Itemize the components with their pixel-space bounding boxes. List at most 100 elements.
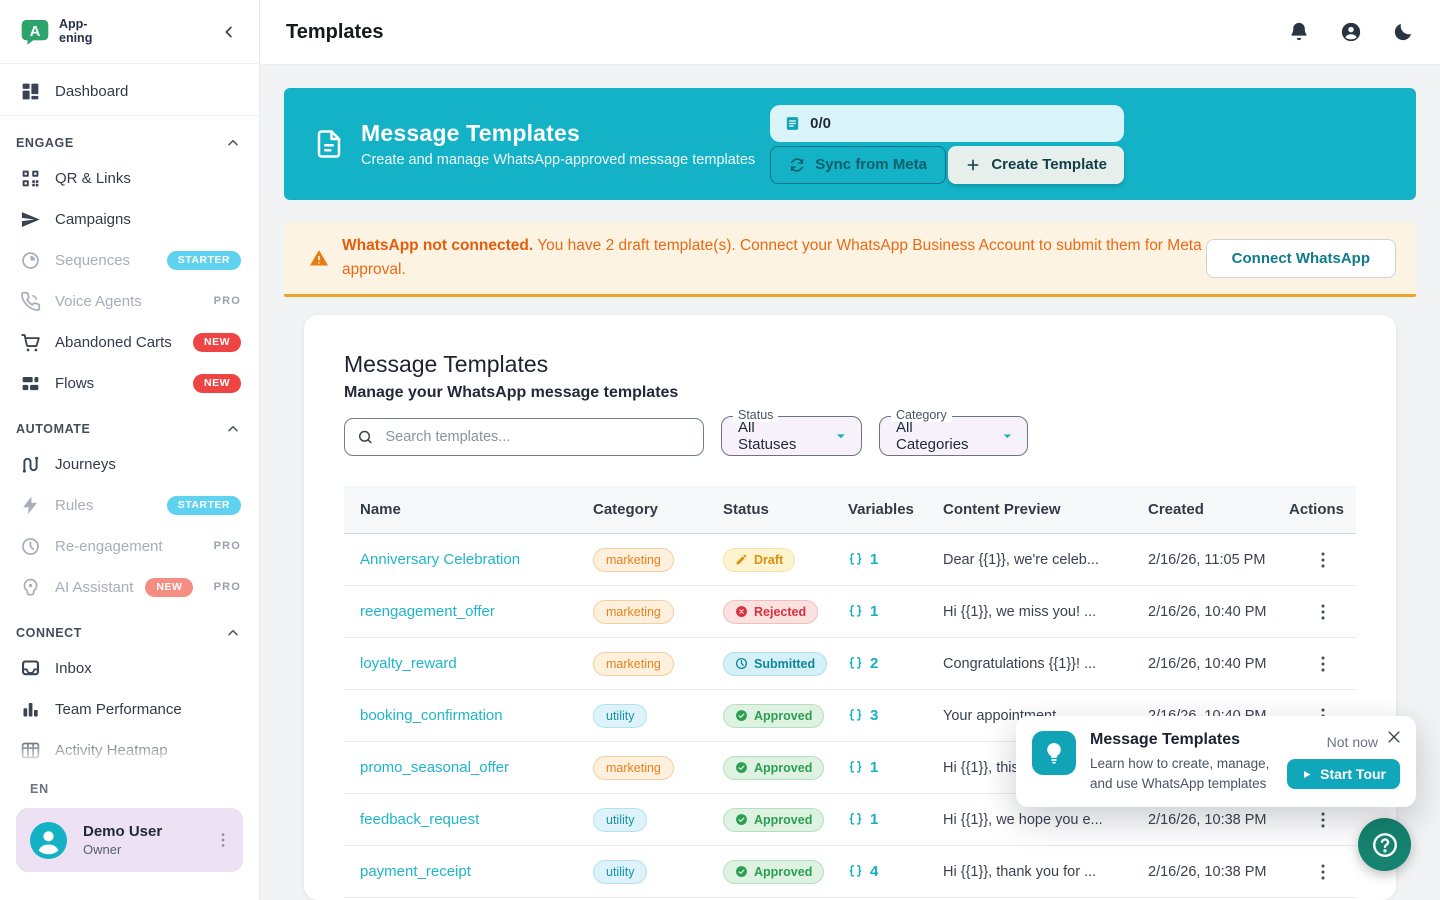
sidebar-item-abandoned-carts[interactable]: Abandoned Carts NEW (0, 322, 259, 363)
status-approved-icon (735, 865, 748, 878)
template-counter-chip: 0/0 (770, 104, 1125, 142)
row-actions-kebab-icon[interactable] (1312, 601, 1334, 623)
category-filter-label: Category (891, 408, 952, 423)
start-tour-button[interactable]: Start Tour (1287, 759, 1400, 789)
create-template-button[interactable]: Create Template (948, 145, 1125, 184)
sync-icon (789, 157, 805, 173)
sidebar-item-inbox[interactable]: Inbox (0, 648, 259, 689)
status-label: Approved (754, 708, 813, 723)
pro-badge: PRO (213, 581, 241, 593)
status-approved-icon (735, 761, 748, 774)
nav-section-header-connect[interactable]: CONNECT (0, 608, 259, 648)
sidebar-item-rules[interactable]: Rules STARTER (0, 485, 259, 526)
variables-count: 1 (848, 759, 927, 776)
content-preview: Hi {{1}}, thank you for ... (943, 863, 1097, 880)
sidebar-item-label: QR & Links (55, 170, 131, 187)
braces-icon (848, 656, 863, 671)
created-timestamp: 2/16/26, 11:05 PM (1148, 551, 1266, 568)
status-badge: Approved (723, 755, 825, 780)
hero-banner: Message Templates Create and manage What… (284, 88, 1416, 200)
notifications-bell-icon[interactable] (1288, 21, 1310, 43)
status-submitted-icon (735, 657, 748, 670)
nav-section-header-engage[interactable]: ENGAGE (0, 118, 259, 158)
sidebar-item-qr-links[interactable]: QR & Links (0, 158, 259, 199)
starter-badge: STARTER (166, 251, 241, 270)
page-title: Templates (286, 20, 384, 43)
braces-icon (848, 864, 863, 879)
template-name-link[interactable]: payment_receipt (360, 862, 471, 880)
sidebar-item-campaigns[interactable]: Campaigns (0, 199, 259, 240)
tour-close-icon[interactable] (1385, 728, 1403, 746)
ai-icon (20, 577, 41, 598)
user-card[interactable]: Demo User Owner (16, 808, 243, 872)
chevron-up-icon[interactable] (225, 625, 241, 641)
nav-section-header-automate[interactable]: AUTOMATE (0, 404, 259, 444)
row-actions-kebab-icon[interactable] (1312, 549, 1334, 571)
status-badge: Approved (723, 807, 825, 832)
created-timestamp: 2/16/26, 10:38 PM (1148, 811, 1267, 828)
sidebar-item-dashboard[interactable]: Dashboard (0, 68, 259, 116)
cart-icon (20, 332, 41, 353)
template-name-link[interactable]: reengagement_offer (360, 602, 495, 620)
template-name-link[interactable]: Anniversary Celebration (360, 550, 521, 568)
lightbulb-icon (1032, 731, 1076, 775)
content-preview: Dear {{1}}, we're celeb... (943, 551, 1099, 568)
sidebar-item-label: AI Assistant (55, 579, 134, 596)
variables-number: 4 (870, 863, 879, 881)
category-badge: utility (593, 859, 648, 884)
dark-mode-moon-icon[interactable] (1392, 21, 1414, 43)
language-selector[interactable]: EN (30, 782, 49, 796)
content-preview: Hi {{1}}, this ... (943, 759, 1035, 776)
sidebar-item-sequences[interactable]: Sequences STARTER (0, 240, 259, 281)
row-actions-kebab-icon[interactable] (1312, 653, 1334, 675)
template-name-link[interactable]: loyalty_reward (360, 654, 457, 672)
status-label: Draft (754, 552, 784, 567)
user-menu-kebab-icon[interactable] (213, 830, 233, 850)
caret-down-icon (1000, 428, 1015, 444)
tour-not-now-link[interactable]: Not now (1326, 734, 1378, 750)
plus-icon (965, 157, 981, 173)
brand-name: App-ening (59, 17, 93, 45)
template-name-link[interactable]: booking_confirmation (360, 706, 503, 724)
chevron-up-icon[interactable] (225, 135, 241, 151)
category-badge: utility (593, 807, 648, 832)
sidebar-item-team-performance[interactable]: Team Performance (0, 689, 259, 730)
status-badge: Rejected (723, 599, 819, 624)
file-text-icon (314, 127, 344, 161)
tour-body: Learn how to create, manage, and use Wha… (1090, 756, 1270, 791)
dashboard-icon (20, 81, 41, 102)
status-filter-select[interactable]: Status All Statuses (721, 408, 862, 457)
row-actions-kebab-icon[interactable] (1312, 809, 1334, 831)
sidebar-item-activity-heatmap[interactable]: Activity Heatmap (0, 730, 259, 768)
connect-whatsapp-button[interactable]: Connect WhatsApp (1205, 238, 1396, 278)
search-templates-input[interactable] (385, 429, 691, 446)
sync-from-meta-button[interactable]: Sync from Meta (770, 145, 947, 184)
warning-triangle-icon (308, 248, 330, 268)
template-name-link[interactable]: feedback_request (360, 810, 480, 828)
sidebar-item-voice-agents[interactable]: Voice Agents PRO (0, 281, 259, 322)
section-label: AUTOMATE (16, 422, 91, 436)
status-badge: Draft (723, 547, 796, 572)
braces-icon (848, 604, 863, 619)
category-filter-select[interactable]: Category All Categories (879, 408, 1028, 457)
row-actions-kebab-icon[interactable] (1312, 861, 1334, 883)
account-icon[interactable] (1340, 21, 1362, 43)
sidebar-item-label: Sequences (55, 252, 131, 269)
template-name-link[interactable]: promo_seasonal_offer (360, 758, 509, 776)
sidebar-item-journeys[interactable]: Journeys (0, 444, 259, 485)
sidebar-item-label: Team Performance (55, 701, 182, 718)
category-badge: marketing (593, 651, 674, 676)
column-header-category: Category (593, 501, 659, 519)
sidebar-item-re-engagement[interactable]: Re-engagement PRO (0, 526, 259, 567)
braces-icon (848, 760, 863, 775)
variables-number: 3 (870, 707, 879, 725)
search-box[interactable] (344, 418, 704, 457)
panel-subtitle: Manage your WhatsApp message templates (344, 384, 679, 402)
pro-badge: PRO (213, 540, 241, 552)
sidebar-item-ai-assistant[interactable]: AI Assistant NEW PRO (0, 567, 259, 608)
bolt-icon (20, 495, 41, 516)
sidebar-item-flows[interactable]: Flows NEW (0, 363, 259, 404)
sidebar-collapse-button[interactable] (215, 18, 243, 46)
chevron-up-icon[interactable] (225, 421, 241, 437)
help-fab-button[interactable] (1358, 818, 1411, 871)
